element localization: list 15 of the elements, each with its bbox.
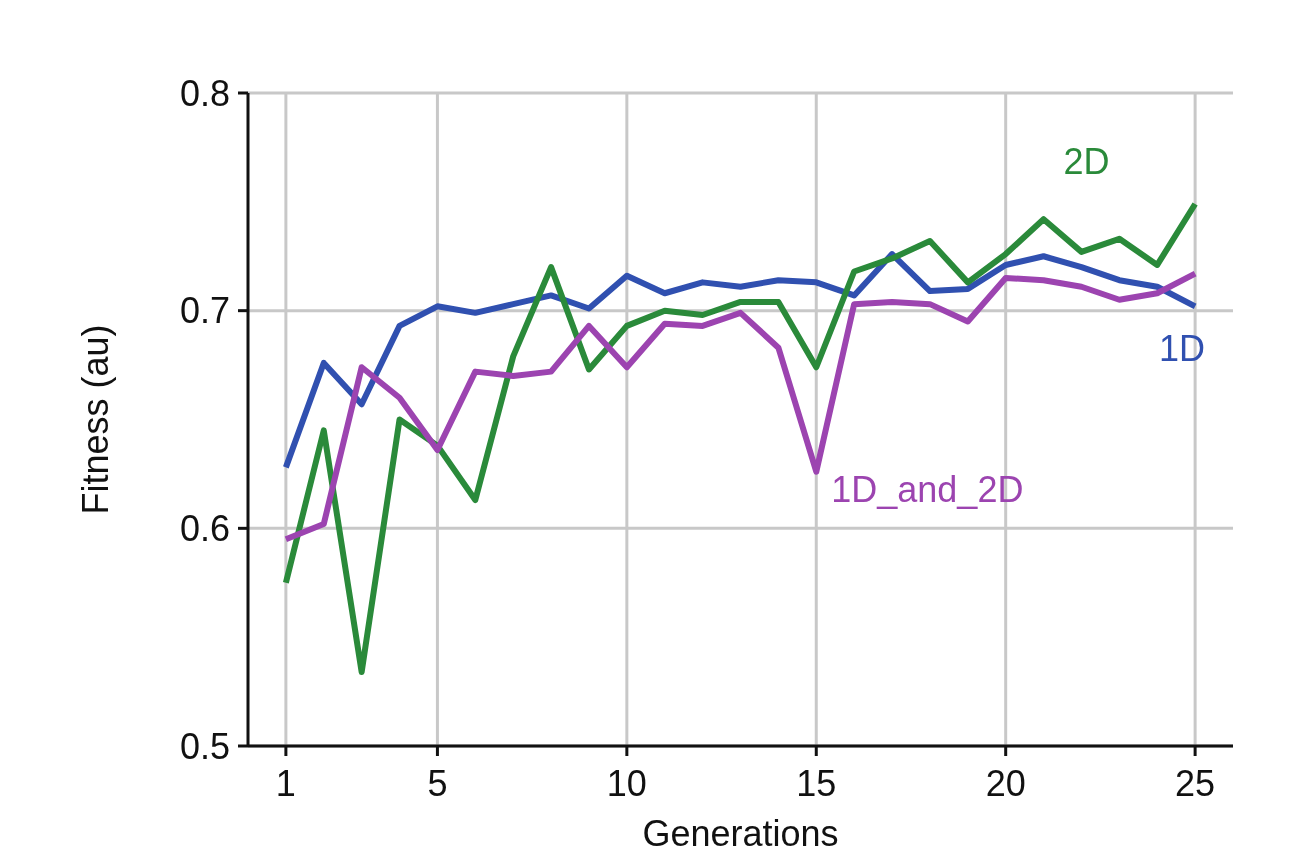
series-label: 1D_and_2D xyxy=(831,468,1024,510)
series-label: 2D xyxy=(1063,141,1110,183)
x-tick-label: 20 xyxy=(985,763,1026,804)
y-tick-label: 0.8 xyxy=(179,72,230,114)
x-tick-label: 5 xyxy=(427,763,448,804)
x-axis-title: Generations xyxy=(642,813,839,854)
series-label: 1D xyxy=(1159,328,1206,370)
y-axis-title: Fitness (au) xyxy=(75,324,116,515)
x-tick-label: 25 xyxy=(1175,763,1216,804)
x-tick-label: 1 xyxy=(275,763,296,804)
y-tick-label: 0.7 xyxy=(179,290,230,332)
x-tick-label: 15 xyxy=(796,763,837,804)
y-tick-label: 0.6 xyxy=(179,507,230,549)
x-tick-label: 10 xyxy=(606,763,647,804)
y-tick-label: 0.5 xyxy=(179,725,230,767)
